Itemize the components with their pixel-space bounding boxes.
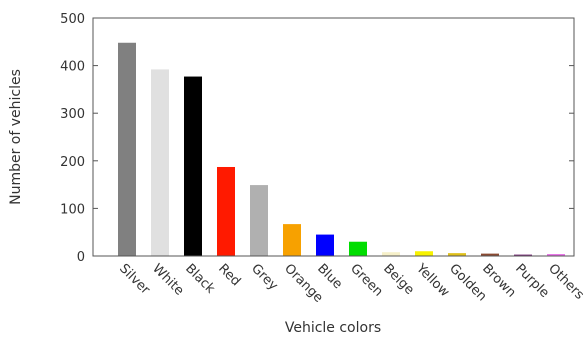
bar-orange [283,224,301,256]
bar-red [217,166,235,256]
y-tick-label: 100 [60,202,85,217]
x-tick-label-black: Black [182,261,218,297]
y-tick-label: 300 [60,107,85,122]
y-tick-label: 200 [60,155,85,170]
y-axis-label: Number of vehicles [8,69,24,205]
bar-purple [514,254,532,256]
plot-frame [92,17,575,257]
bar-black [184,76,202,256]
x-tick-label-beige: Beige [380,261,417,298]
bar-yellow [415,251,433,256]
x-tick-label-green: Green [347,261,385,299]
x-tick-label-yellow: Yellow [412,261,452,301]
y-tick-label: 400 [60,60,85,75]
x-tick-label-red: Red [215,261,243,289]
y-axis-ticks: 0 100 200 300 400 500 [60,12,574,265]
x-tick-label-silver: Silver [116,261,153,298]
bar-blue [316,234,334,256]
bars-group [118,42,565,257]
x-tick-label-white: White [149,261,186,298]
bar-white [151,69,169,257]
x-axis-label: Vehicle colors [285,320,381,336]
bar-beige [382,252,400,256]
x-tick-label-purple: Purple [512,261,552,301]
bar-grey [250,185,268,256]
y-tick-label: 0 [77,250,85,265]
x-tick-label-others: Others [545,261,586,303]
bar-silver [118,42,136,256]
bar-green [349,241,367,256]
y-tick-label: 500 [60,12,85,27]
x-tick-label-grey: Grey [248,261,281,294]
bar-brown [481,253,499,256]
bar-golden [448,253,466,256]
bar-others [547,254,565,256]
